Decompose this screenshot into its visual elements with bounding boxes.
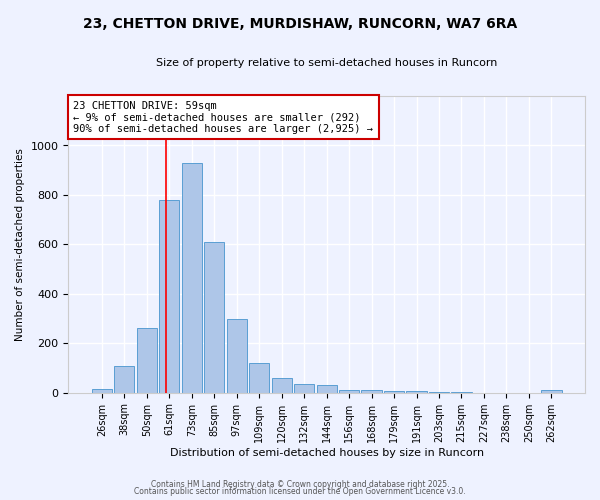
Bar [159, 200, 179, 392]
Text: 23, CHETTON DRIVE, MURDISHAW, RUNCORN, WA7 6RA: 23, CHETTON DRIVE, MURDISHAW, RUNCORN, W… [83, 18, 517, 32]
Bar [272, 378, 292, 392]
Bar [361, 390, 382, 392]
X-axis label: Distribution of semi-detached houses by size in Runcorn: Distribution of semi-detached houses by … [170, 448, 484, 458]
Bar [249, 363, 269, 392]
Bar [294, 384, 314, 392]
Y-axis label: Number of semi-detached properties: Number of semi-detached properties [15, 148, 25, 341]
Title: Size of property relative to semi-detached houses in Runcorn: Size of property relative to semi-detach… [156, 58, 497, 68]
Text: Contains public sector information licensed under the Open Government Licence v3: Contains public sector information licen… [134, 488, 466, 496]
Bar [317, 386, 337, 392]
Bar [137, 328, 157, 392]
Bar [541, 390, 562, 392]
Bar [227, 318, 247, 392]
Text: 23 CHETTON DRIVE: 59sqm
← 9% of semi-detached houses are smaller (292)
90% of se: 23 CHETTON DRIVE: 59sqm ← 9% of semi-det… [73, 100, 373, 134]
Text: Contains HM Land Registry data © Crown copyright and database right 2025.: Contains HM Land Registry data © Crown c… [151, 480, 449, 489]
Bar [182, 163, 202, 392]
Bar [339, 390, 359, 392]
Bar [114, 366, 134, 392]
Bar [92, 389, 112, 392]
Bar [204, 242, 224, 392]
